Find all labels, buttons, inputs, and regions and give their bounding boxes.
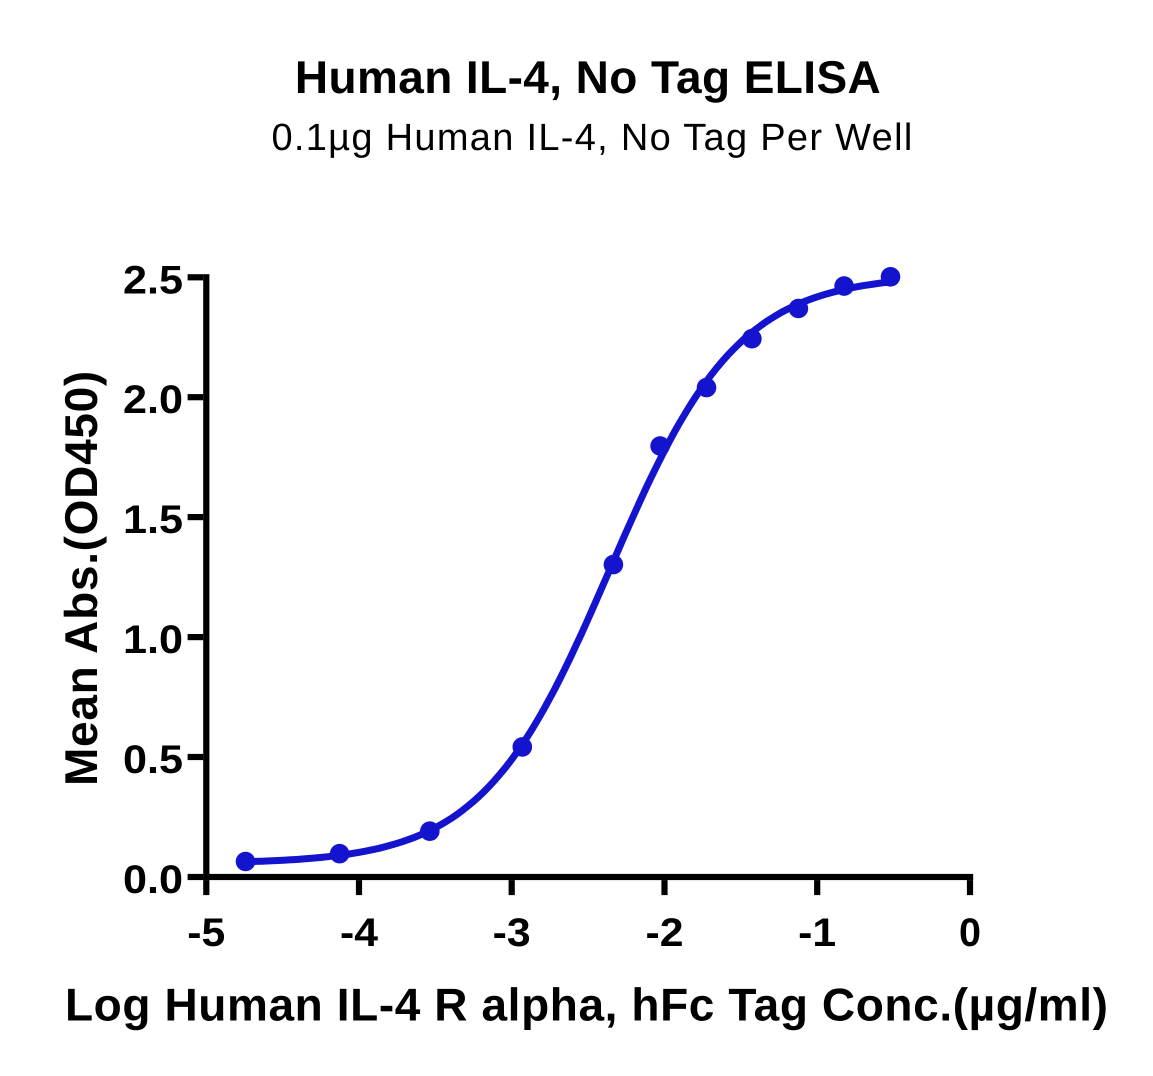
svg-text:0.0: 0.0 bbox=[123, 858, 183, 902]
svg-text:Mean Abs.(OD450): Mean Abs.(OD450) bbox=[55, 370, 107, 786]
svg-text:-5: -5 bbox=[187, 911, 225, 955]
svg-text:2.0: 2.0 bbox=[123, 378, 183, 422]
svg-text:Log Human IL-4 R alpha, hFc Ta: Log Human IL-4 R alpha, hFc Tag Conc.(µg… bbox=[65, 978, 1109, 1030]
svg-text:-2: -2 bbox=[646, 911, 684, 955]
svg-text:-3: -3 bbox=[493, 911, 531, 955]
svg-text:1.0: 1.0 bbox=[123, 618, 183, 662]
svg-text:-4: -4 bbox=[340, 911, 379, 955]
svg-text:0: 0 bbox=[959, 911, 981, 955]
svg-text:0.5: 0.5 bbox=[123, 738, 183, 782]
svg-text:Human IL-4, No Tag ELISA: Human IL-4, No Tag ELISA bbox=[295, 51, 881, 103]
svg-text:2.5: 2.5 bbox=[123, 258, 183, 302]
svg-text:1.5: 1.5 bbox=[123, 498, 183, 542]
svg-text:-1: -1 bbox=[798, 911, 836, 955]
svg-text:0.1µg Human IL-4, No Tag Per W: 0.1µg Human IL-4, No Tag Per Well bbox=[271, 117, 913, 159]
